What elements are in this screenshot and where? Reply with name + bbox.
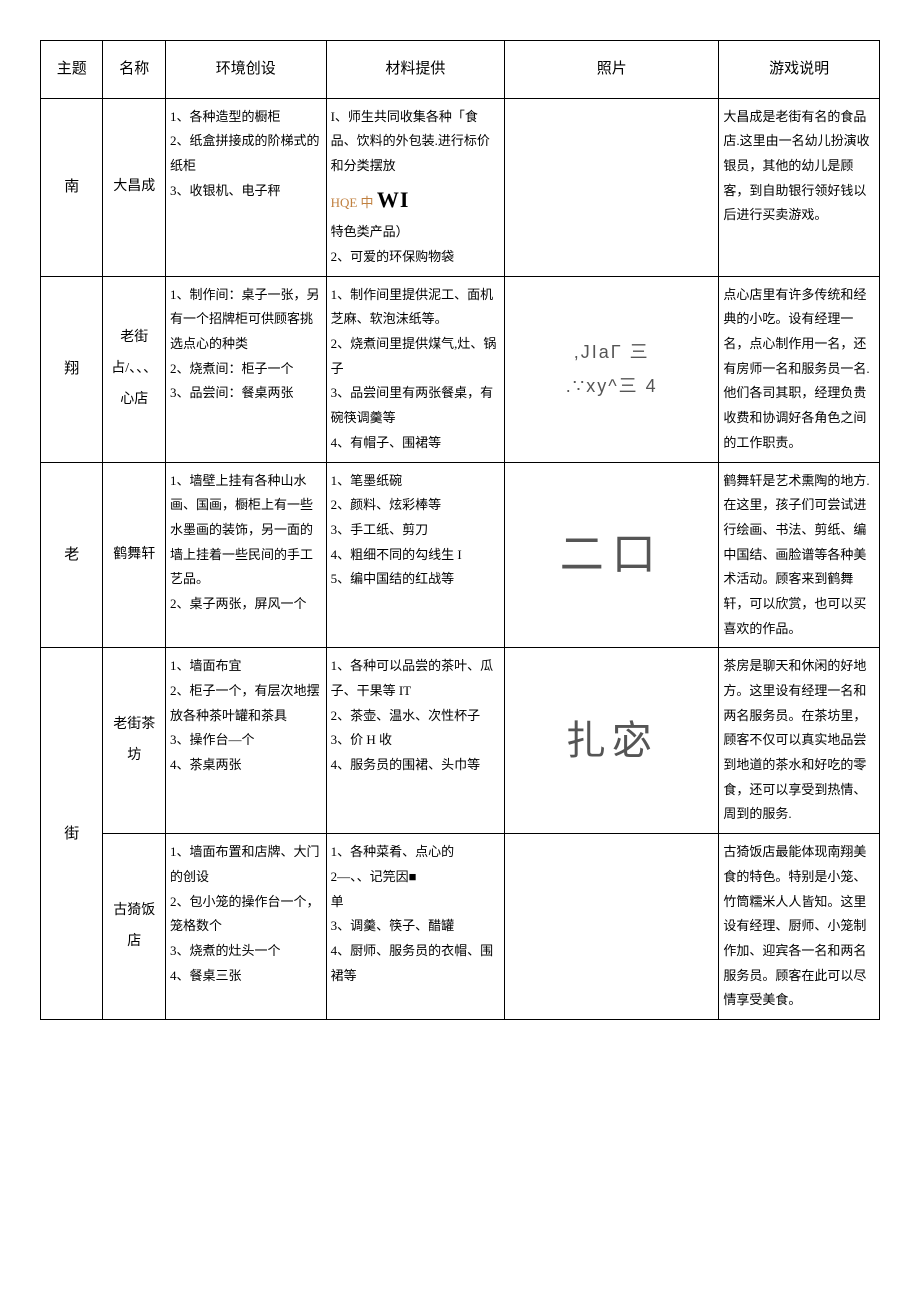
- row-photo: 二口: [505, 462, 719, 648]
- mat-line: 2、可爱的环保购物袋: [331, 245, 501, 270]
- env-line: 1、各种造型的橱柜: [170, 105, 322, 130]
- photo-placeholder: 扎宓: [509, 703, 714, 779]
- row-photo: [505, 98, 719, 276]
- row-desc: 古猗饭店最能体现南翔美食的特色。特别是小笼、竹筒糯米人人皆知。这里设有经理、厨师…: [719, 834, 880, 1020]
- row-env: 1、墙壁上挂有各种山水画、国画，橱柜上有一些水墨画的装饰，另一面的墙上挂着一些民…: [165, 462, 326, 648]
- row-name: 老街茶坊: [103, 648, 165, 834]
- topic-char-0: 南: [41, 98, 103, 276]
- mat-line: HQE 中 WI: [331, 179, 501, 221]
- header-material: 材料提供: [326, 41, 505, 99]
- row-env: 1、墙面布宜 2、柜子一个，有层次地摆放各种茶叶罐和茶具 3、操作台—个 4、茶…: [165, 648, 326, 834]
- table-row: 老 鹤舞轩 1、墙壁上挂有各种山水画、国画，橱柜上有一些水墨画的装饰，另一面的墙…: [41, 462, 880, 648]
- photo-placeholder: 二口: [509, 513, 714, 597]
- topic-char-3: 街: [41, 648, 103, 1020]
- header-env: 环境创设: [165, 41, 326, 99]
- table-row: 南 大昌成 1、各种造型的橱柜 2、纸盒拼接成的阶梯式的纸柜 3、收银机、电子秤…: [41, 98, 880, 276]
- table-row: 翔 老街占/、、、心店 1、制作间：桌子一张，另有一个招牌柜可供顾客挑选点心的种…: [41, 276, 880, 462]
- topic-char-1: 翔: [41, 276, 103, 462]
- header-row: 主题 名称 环境创设 材料提供 照片 游戏说明: [41, 41, 880, 99]
- photo-placeholder: ,JIaΓ 三: [509, 335, 714, 369]
- row-env: 1、墙面布置和店牌、大门的创设 2、包小笼的操作台一个，笼格数个 3、烧煮的灶头…: [165, 834, 326, 1020]
- row-name: 鹤舞轩: [103, 462, 165, 648]
- env-line: 3、收银机、电子秤: [170, 179, 322, 204]
- row-material: 1、制作间里提供泥工、面机芝麻、软泡沫纸等。 2、烧煮间里提供煤气,灶、锅子 3…: [326, 276, 505, 462]
- row-desc: 茶房是聊天和休闲的好地方。这里设有经理一名和两名服务员。在茶坊里，顾客不仅可以真…: [719, 648, 880, 834]
- header-topic: 主题: [41, 41, 103, 99]
- topic-char-2: 老: [41, 462, 103, 648]
- table-row: 古猗饭店 1、墙面布置和店牌、大门的创设 2、包小笼的操作台一个，笼格数个 3、…: [41, 834, 880, 1020]
- row-env: 1、各种造型的橱柜 2、纸盒拼接成的阶梯式的纸柜 3、收银机、电子秤: [165, 98, 326, 276]
- header-photo: 照片: [505, 41, 719, 99]
- wi-text: WI: [377, 187, 410, 212]
- photo-placeholder: .∵xy^三 4: [509, 369, 714, 403]
- curriculum-table: 主题 名称 环境创设 材料提供 照片 游戏说明 南 大昌成 1、各种造型的橱柜 …: [40, 40, 880, 1020]
- row-env: 1、制作间：桌子一张，另有一个招牌柜可供顾客挑选点心的种类 2、烧煮间：柜子一个…: [165, 276, 326, 462]
- row-photo: 扎宓: [505, 648, 719, 834]
- row-desc: 鹤舞轩是艺术熏陶的地方.在这里，孩子们可尝试进行绘画、书法、剪纸、编中国结、画脸…: [719, 462, 880, 648]
- row-name: 古猗饭店: [103, 834, 165, 1020]
- hq-text: HQE 中: [331, 195, 374, 210]
- row-desc: 大昌成是老街有名的食品店.这里由一名幼儿扮演收银员，其他的幼儿是顾客，到自助银行…: [719, 98, 880, 276]
- row-desc: 点心店里有许多传统和经典的小吃。设有经理一名，点心制作用一名，还有房师一名和服务…: [719, 276, 880, 462]
- row-photo: ,JIaΓ 三 .∵xy^三 4: [505, 276, 719, 462]
- row-photo: [505, 834, 719, 1020]
- mat-line: I、师生共同收集各种「食品、饮料的外包装.进行标价和分类摆放: [331, 105, 501, 179]
- header-name: 名称: [103, 41, 165, 99]
- row-name: 大昌成: [103, 98, 165, 276]
- row-material: 1、各种菜肴、点心的 2—、、记笎因■ 单 3、调羹、筷子、醋罐 4、厨师、服务…: [326, 834, 505, 1020]
- row-material: I、师生共同收集各种「食品、饮料的外包装.进行标价和分类摆放 HQE 中 WI …: [326, 98, 505, 276]
- row-material: 1、笔墨纸碗 2、颜料、炫彩棒等 3、手工纸、剪刀 4、粗细不同的勾线生 I 5…: [326, 462, 505, 648]
- env-line: 2、纸盒拼接成的阶梯式的纸柜: [170, 129, 322, 178]
- row-material: 1、各种可以品尝的茶叶、瓜子、干果等 IT 2、茶壶、温水、次性杯子 3、价 H…: [326, 648, 505, 834]
- mat-line: 特色类产品）: [331, 220, 501, 245]
- row-name: 老街占/、、、心店: [103, 276, 165, 462]
- header-desc: 游戏说明: [719, 41, 880, 99]
- table-row: 街 老街茶坊 1、墙面布宜 2、柜子一个，有层次地摆放各种茶叶罐和茶具 3、操作…: [41, 648, 880, 834]
